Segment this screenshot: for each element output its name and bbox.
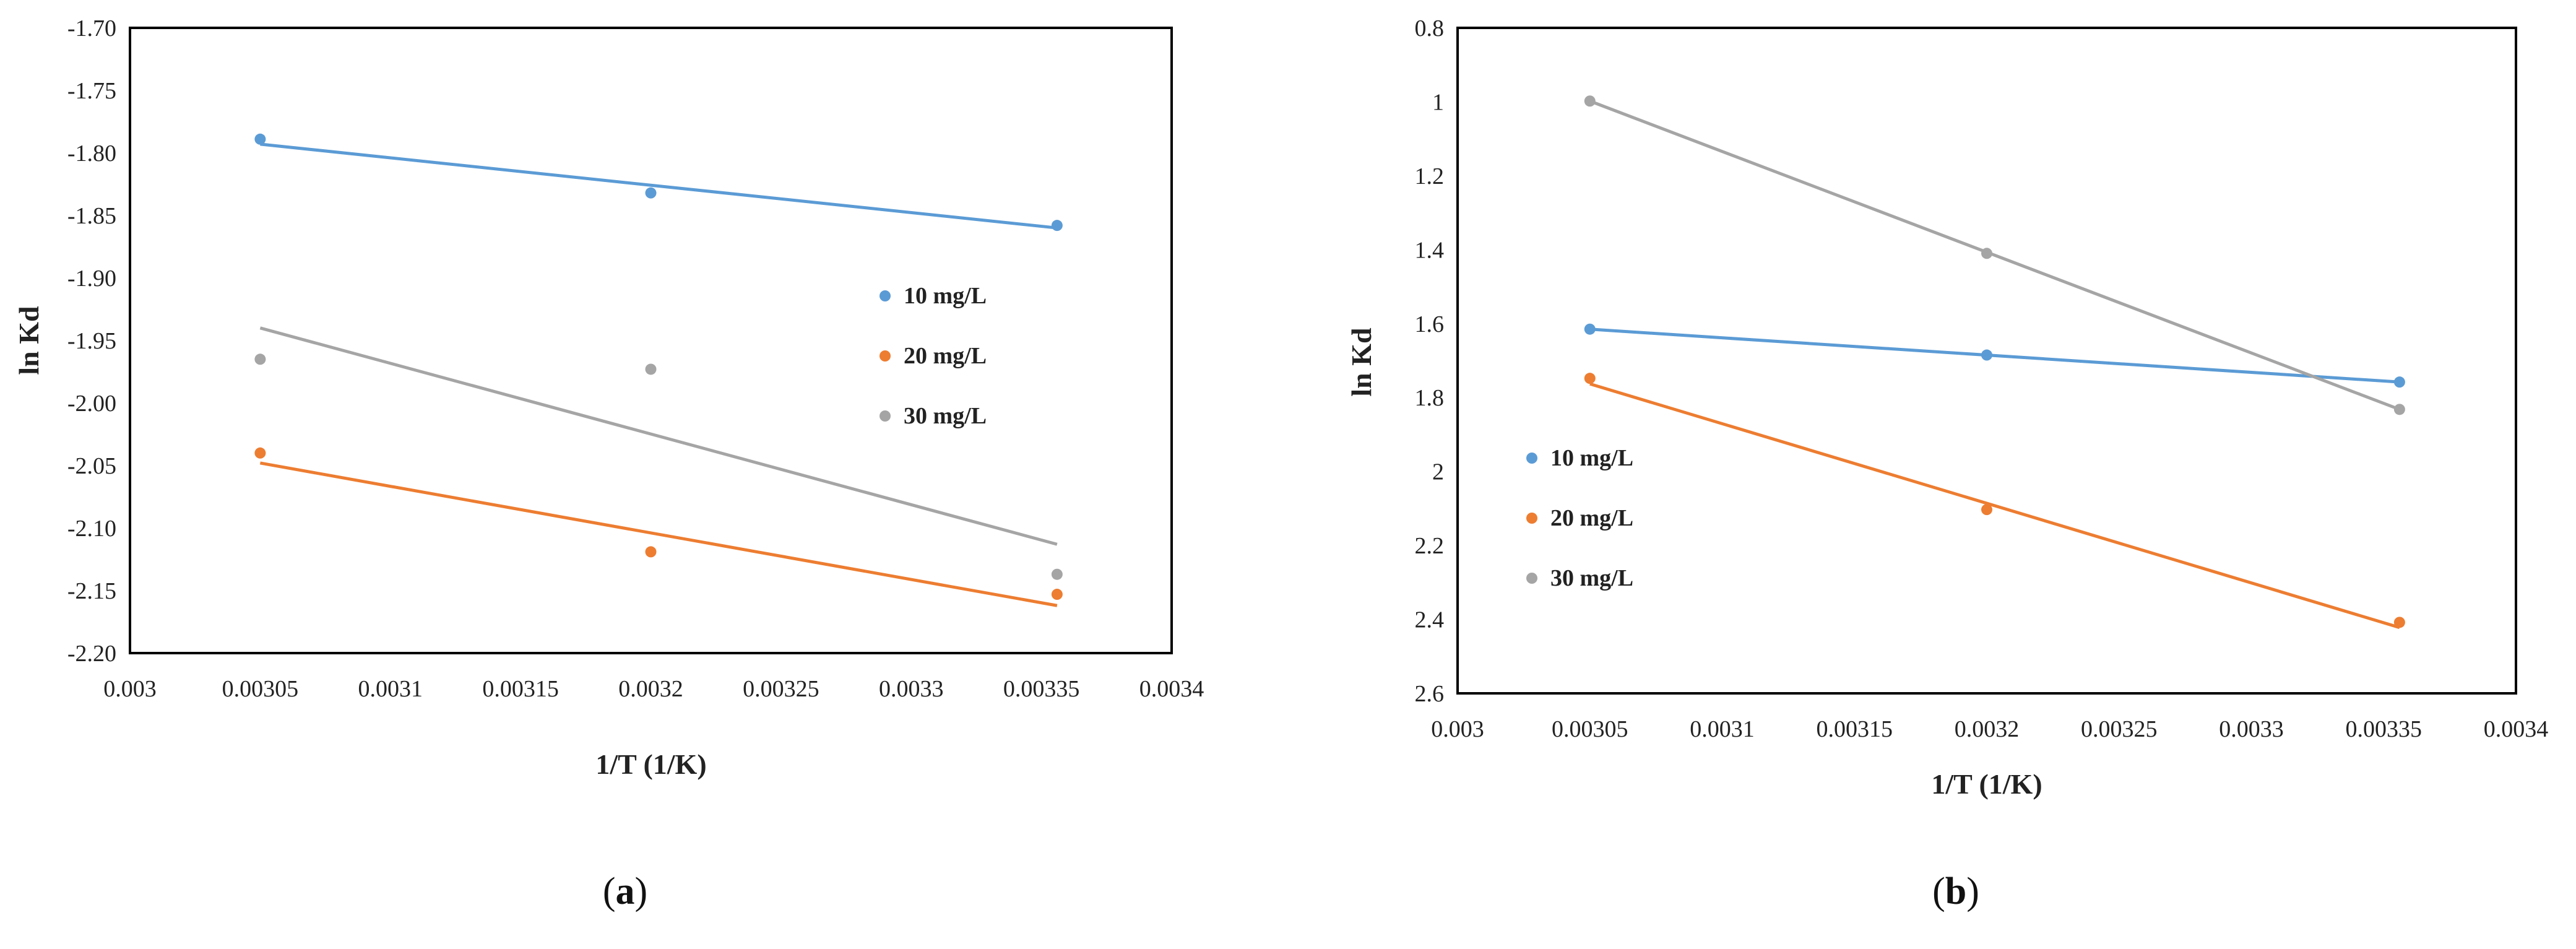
- chart-b-legend-marker: [1526, 453, 1537, 464]
- chart-a-x-tick-label: 0.00315: [482, 676, 559, 702]
- chart-b-x-tick-label: 0.0032: [1955, 716, 2020, 742]
- chart-a-y-tick-label: -1.85: [67, 203, 116, 229]
- chart-a-point: [1051, 220, 1063, 232]
- chart-b-y-tick-label: 2.2: [1415, 533, 1445, 559]
- chart-a-legend-label: 20 mg/L: [904, 343, 987, 369]
- chart-b-x-tick-label: 0.00325: [2081, 716, 2158, 742]
- chart-b-trendline-2: [1589, 382, 2400, 630]
- chart-b-point: [1584, 373, 1596, 384]
- chart-a-trendline-1: [260, 142, 1058, 230]
- chart-b-y-tick-label: 2: [1432, 459, 1444, 485]
- chart-a-y-tick-label: -2.15: [67, 578, 116, 604]
- chart-a-x-axis-label: 1/T (1/K): [595, 748, 706, 780]
- chart-b-y-tick-label: 0.8: [1415, 15, 1445, 41]
- chart-b-point: [2393, 404, 2405, 415]
- chart-a-x-tick-label: 0.0031: [358, 676, 423, 702]
- chart-a-y-tick-label: -1.75: [67, 78, 116, 104]
- chart-b-x-axis-label: 1/T (1/K): [1931, 768, 2042, 800]
- chart-a-legend-label: 30 mg/L: [904, 403, 987, 429]
- chart-a-legend-marker: [880, 410, 891, 422]
- chart-a-point: [1051, 568, 1063, 580]
- chart-a-x-tick-label: 0.00305: [222, 676, 299, 702]
- chart-b-y-tick-label: 1.2: [1415, 163, 1445, 189]
- chart-a-point: [645, 363, 657, 375]
- chart-a-y-tick-label: -2.05: [67, 453, 116, 479]
- chart-b-point: [2393, 376, 2405, 388]
- chart-b-legend-marker: [1526, 513, 1537, 524]
- chart-a-y-tick-label: -1.90: [67, 266, 116, 292]
- chart-a-trendline-3: [259, 326, 1058, 546]
- panel-b-letter: b: [1945, 870, 1966, 912]
- chart-a-point: [254, 133, 266, 145]
- chart-a-plot-area: [129, 27, 1173, 654]
- chart-b-x-tick-label: 0.00335: [2346, 716, 2423, 742]
- chart-b-point: [1584, 95, 1596, 107]
- chart-b-point: [1981, 349, 1992, 361]
- chart-b-legend-label: 10 mg/L: [1550, 445, 1633, 471]
- chart-b-point: [1981, 504, 1992, 516]
- chart-a-y-tick-label: -1.95: [67, 328, 116, 354]
- chart-a-point: [1051, 589, 1063, 600]
- panel-a-caption: (a): [603, 870, 647, 912]
- chart-b-y-tick-label: 2.6: [1415, 681, 1445, 707]
- chart-a-point: [254, 447, 266, 459]
- chart-b-legend-marker: [1526, 573, 1537, 584]
- chart-a-x-tick-label: 0.0033: [879, 676, 944, 702]
- chart-a-trendline-2: [259, 461, 1058, 607]
- chart-b-y-tick-label: 1: [1432, 89, 1444, 115]
- chart-b-y-tick-label: 1.8: [1415, 385, 1445, 411]
- chart-a-y-axis-label: ln Kd: [13, 306, 45, 375]
- chart-b-x-tick-label: 0.0033: [2219, 716, 2284, 742]
- chart-a: -1.70 -1.75 -1.80 -1.85 -1.90 -1.95 -2.00 -2.05…: [13, 15, 1204, 780]
- chart-b-point: [1584, 323, 1596, 335]
- chart-b-legend-label: 30 mg/L: [1550, 565, 1633, 591]
- chart-a-legend-marker: [880, 350, 891, 362]
- chart-b-point: [2393, 617, 2405, 628]
- chart-b-trendline-1: [1589, 327, 2400, 384]
- chart-a-point: [645, 546, 657, 558]
- chart-a-y-tick-label: -2.10: [67, 516, 116, 542]
- chart-a-legend-marker: [880, 290, 891, 301]
- panel-a-letter: a: [616, 870, 635, 912]
- chart-b-point: [1981, 248, 1992, 259]
- chart-b-x-tick-label: 0.0034: [2484, 716, 2549, 742]
- chart-a-y-tick-label: -1.70: [67, 15, 116, 41]
- chart-a-x-tick-label: 0.00325: [743, 676, 819, 702]
- chart-a-point: [645, 187, 657, 199]
- chart-a-x-tick-label: 0.003: [103, 676, 157, 702]
- chart-b-x-tick-label: 0.0031: [1690, 716, 1755, 742]
- chart-b-y-tick-label: 1.4: [1415, 237, 1445, 263]
- panel-b-caption: (b): [1932, 870, 1979, 912]
- chart-a-x-tick-label: 0.0034: [1139, 676, 1204, 702]
- chart-a-x-tick-label: 0.0032: [618, 676, 683, 702]
- chart-a-y-tick-label: -2.20: [67, 641, 116, 667]
- chart-b-y-tick-label: 2.4: [1415, 607, 1445, 633]
- chart-b-x-tick-label: 0.00315: [1817, 716, 1893, 742]
- chart-b-trendline-3: [1589, 99, 2400, 411]
- chart-b-legend-label: 20 mg/L: [1550, 505, 1633, 531]
- chart-b-x-tick-label: 0.00305: [1552, 716, 1628, 742]
- chart-b-x-tick-label: 0.003: [1431, 716, 1484, 742]
- chart-b: 0.8 1 1.2 1.4 1.6 1.8 2 2.2 2.4 2.6 0.003 0.00305 0…: [1346, 15, 2548, 800]
- chart-a-y-tick-label: -1.80: [67, 141, 116, 167]
- chart-b-y-axis-label: ln Kd: [1346, 327, 1377, 397]
- chart-a-x-tick-label: 0.00335: [1003, 676, 1080, 702]
- chart-a-y-tick-label: -2.00: [67, 391, 116, 417]
- chart-a-point: [254, 353, 266, 365]
- chart-a-legend-label: 10 mg/L: [904, 283, 987, 309]
- chart-b-y-tick-label: 1.6: [1415, 311, 1445, 337]
